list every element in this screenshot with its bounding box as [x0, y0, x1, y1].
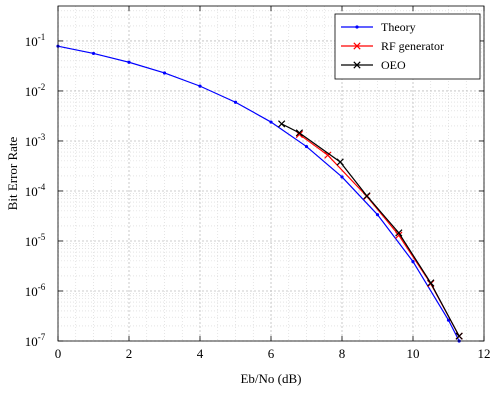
data-point: [375, 213, 380, 217]
legend-item: RF generator: [341, 39, 444, 53]
y-tick-label: 10-6: [25, 282, 46, 299]
data-point: [411, 260, 415, 264]
series-2: [278, 120, 463, 340]
y-tick-label: 10-7: [25, 332, 46, 349]
x-tick-label: 8: [339, 346, 346, 361]
y-tick-label: 10-1: [25, 32, 46, 49]
x-tick-label: 6: [268, 346, 275, 361]
data-point: [278, 120, 286, 128]
data-point: [295, 129, 304, 137]
data-point: [233, 100, 238, 104]
data-point: [363, 192, 371, 200]
legend: Theory RF generator OEO: [334, 13, 481, 80]
ticks: 0 2 4 6 8 10 12 10-7 10-6 10-5 10-4 10-3 10-2 10-1: [25, 6, 491, 361]
legend-label: RF generator: [381, 39, 444, 53]
data-point: [340, 175, 344, 179]
data-point: [162, 71, 167, 75]
series-0: [56, 44, 461, 343]
y-axis-title: Bit Error Rate: [5, 136, 20, 210]
x-tick-label: 10: [407, 346, 420, 361]
legend-marker: [355, 25, 359, 29]
data-point: [455, 332, 463, 340]
data-point: [395, 231, 403, 239]
y-tick-label: 10-4: [25, 182, 46, 199]
data-point: [324, 151, 332, 159]
legend-label: Theory: [381, 20, 416, 34]
x-tick-label: 0: [55, 346, 62, 361]
legend-label: OEO: [381, 58, 406, 72]
data-point: [446, 318, 451, 322]
data-point: [91, 51, 96, 56]
data-point: [198, 84, 202, 88]
data-point: [269, 120, 273, 124]
data-point: [336, 158, 344, 166]
y-tick-label: 10-5: [25, 232, 46, 249]
legend-item: OEO: [341, 58, 406, 72]
legend-marker: [353, 61, 361, 69]
legend-item: Theory: [341, 20, 416, 34]
legend-marker: [353, 42, 361, 50]
data-point: [304, 144, 309, 149]
data-point: [427, 279, 435, 287]
y-tick-label: 10-3: [25, 132, 46, 149]
x-axis-title: Eb/No (dB): [240, 371, 301, 386]
data-point: [395, 229, 403, 237]
x-tick-label: 12: [478, 346, 491, 361]
x-tick-label: 2: [126, 346, 133, 361]
series-layer: [56, 44, 463, 343]
y-tick-label: 10-2: [25, 82, 46, 99]
x-tick-label: 4: [197, 346, 204, 361]
data-point: [127, 60, 131, 64]
